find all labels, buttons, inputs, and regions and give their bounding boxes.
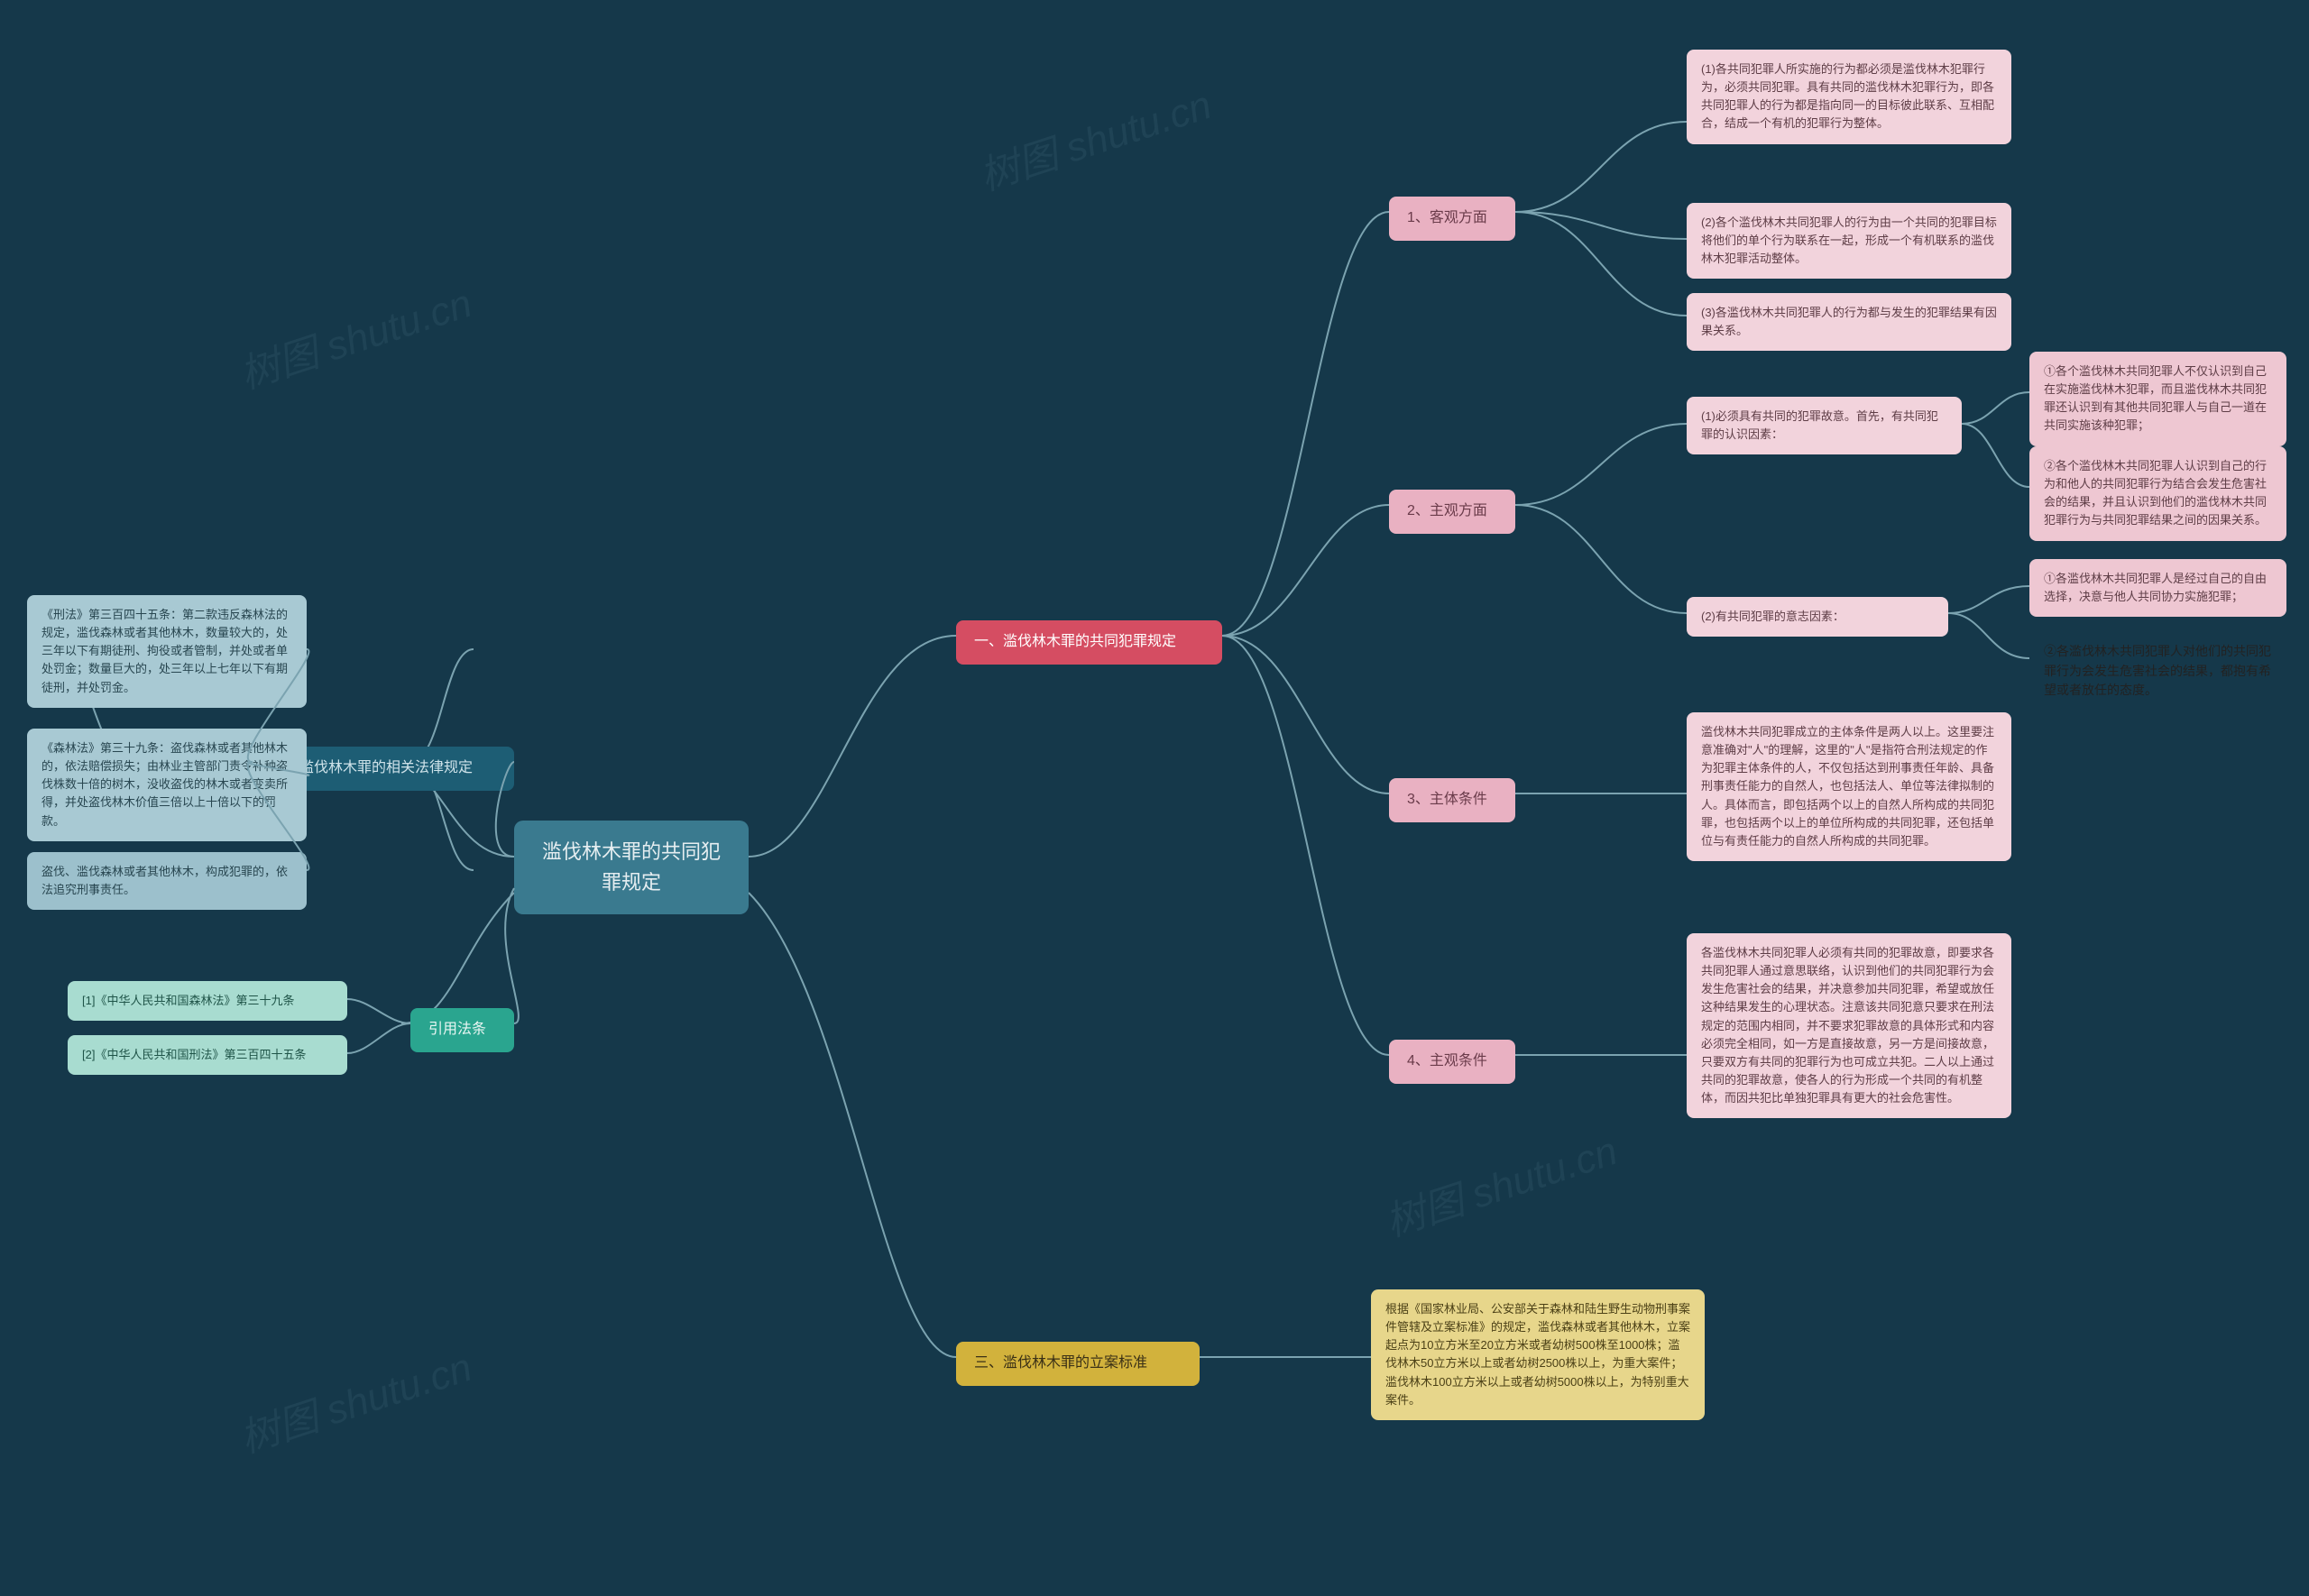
leaf-1-4-text: 各滥伐林木共同犯罪人必须有共同的犯罪故意，即要求各共同犯罪人通过意思联络，认识到… — [1701, 946, 1994, 1105]
leaf-1-3-text: 滥伐林木共同犯罪成立的主体条件是两人以上。这里要注意准确对"人"的理解，这里的"… — [1701, 725, 1994, 848]
leaf-2-b: 《森林法》第三十九条：盗伐森林或者其他林木的，依法赔偿损失；由林业主管部门责令补… — [27, 729, 307, 841]
node-1-2-title: 2、主观方面 — [1407, 503, 1487, 518]
leaf-1-2-a1: ①各个滥伐林木共同犯罪人不仅认识到自己在实施滥伐林木犯罪，而且滥伐林木共同犯罪还… — [2029, 352, 2286, 446]
leaf-2-a-text: 《刑法》第三百四十五条：第二款违反森林法的规定，滥伐森林或者其他林木，数量较大的… — [41, 608, 288, 694]
section-4-title: 引用法条 — [428, 1022, 486, 1037]
leaf-4-b-text: [2]《中华人民共和国刑法》第三百四十五条 — [82, 1048, 306, 1061]
leaf-1-1-b: (2)各个滥伐林木共同犯罪人的行为由一个共同的犯罪目标将他们的单个行为联系在一起… — [1687, 203, 2011, 279]
section-1-title: 一、滥伐林木罪的共同犯罪规定 — [974, 634, 1176, 649]
leaf-1-2-b2-text: ②各滥伐林木共同犯罪人对他们的共同犯罪行为会发生危害社会的结果，都抱有希望或者放… — [2044, 644, 2271, 697]
leaf-1-2-b: (2)有共同犯罪的意志因素： — [1687, 597, 1948, 637]
leaf-2-b-text: 《森林法》第三十九条：盗伐森林或者其他林木的，依法赔偿损失；由林业主管部门责令补… — [41, 741, 288, 828]
node-1-4-title: 4、主观条件 — [1407, 1053, 1487, 1069]
leaf-1-4: 各滥伐林木共同犯罪人必须有共同的犯罪故意，即要求各共同犯罪人通过意思联络，认识到… — [1687, 933, 2011, 1118]
leaf-1-2-a2: ②各个滥伐林木共同犯罪人认识到自己的行为和他人的共同犯罪行为结合会发生危害社会的… — [2029, 446, 2286, 541]
node-1-4: 4、主观条件 — [1389, 1040, 1515, 1084]
leaf-1-1-c-text: (3)各滥伐林木共同犯罪人的行为都与发生的犯罪结果有因果关系。 — [1701, 306, 1997, 337]
leaf-1-3: 滥伐林木共同犯罪成立的主体条件是两人以上。这里要注意准确对"人"的理解，这里的"… — [1687, 712, 2011, 861]
watermark: 树图 shutu.cn — [232, 271, 478, 399]
leaf-1-2-a-text: (1)必须具有共同的犯罪故意。首先，有共同犯罪的认识因素： — [1701, 409, 1938, 441]
node-1-1-title: 1、客观方面 — [1407, 210, 1487, 225]
watermark: 树图 shutu.cn — [971, 72, 1218, 201]
leaf-2-c-text: 盗伐、滥伐森林或者其他林木，构成犯罪的，依法追究刑事责任。 — [41, 865, 288, 896]
leaf-3: 根据《国家林业局、公安部关于森林和陆生野生动物刑事案件管辖及立案标准》的规定，滥… — [1371, 1289, 1705, 1420]
node-1-3-title: 3、主体条件 — [1407, 792, 1487, 807]
root-title: 滥伐林木罪的共同犯罪规定 — [542, 840, 721, 894]
leaf-1-2-b2: ②各滥伐林木共同犯罪人对他们的共同犯罪行为会发生危害社会的结果，都抱有希望或者放… — [2029, 631, 2286, 711]
leaf-3-text: 根据《国家林业局、公安部关于森林和陆生野生动物刑事案件管辖及立案标准》的规定，滥… — [1385, 1302, 1690, 1407]
leaf-2-a: 《刑法》第三百四十五条：第二款违反森林法的规定，滥伐森林或者其他林木，数量较大的… — [27, 595, 307, 708]
watermark: 树图 shutu.cn — [232, 1335, 478, 1463]
section-3-title: 三、滥伐林木罪的立案标准 — [974, 1355, 1147, 1371]
leaf-1-2-a1-text: ①各个滥伐林木共同犯罪人不仅认识到自己在实施滥伐林木犯罪，而且滥伐林木共同犯罪还… — [2044, 364, 2267, 432]
leaf-4-b: [2]《中华人民共和国刑法》第三百四十五条 — [68, 1035, 347, 1075]
root-node: 滥伐林木罪的共同犯罪规定 — [514, 821, 749, 914]
leaf-1-2-a2-text: ②各个滥伐林木共同犯罪人认识到自己的行为和他人的共同犯罪行为结合会发生危害社会的… — [2044, 459, 2267, 527]
leaf-1-2-b1-text: ①各滥伐林木共同犯罪人是经过自己的自由选择，决意与他人共同协力实施犯罪； — [2044, 572, 2267, 603]
section-1: 一、滥伐林木罪的共同犯罪规定 — [956, 620, 1222, 665]
node-1-2: 2、主观方面 — [1389, 490, 1515, 534]
node-1-3: 3、主体条件 — [1389, 778, 1515, 822]
leaf-1-1-c: (3)各滥伐林木共同犯罪人的行为都与发生的犯罪结果有因果关系。 — [1687, 293, 2011, 351]
section-3: 三、滥伐林木罪的立案标准 — [956, 1342, 1200, 1386]
leaf-1-1-a-text: (1)各共同犯罪人所实施的行为都必须是滥伐林木犯罪行为，必须共同犯罪。具有共同的… — [1701, 62, 1994, 130]
leaf-4-a: [1]《中华人民共和国森林法》第三十九条 — [68, 981, 347, 1021]
leaf-1-1-a: (1)各共同犯罪人所实施的行为都必须是滥伐林木犯罪行为，必须共同犯罪。具有共同的… — [1687, 50, 2011, 144]
node-1-1: 1、客观方面 — [1389, 197, 1515, 241]
leaf-1-2-a: (1)必须具有共同的犯罪故意。首先，有共同犯罪的认识因素： — [1687, 397, 1962, 454]
leaf-1-1-b-text: (2)各个滥伐林木共同犯罪人的行为由一个共同的犯罪目标将他们的单个行为联系在一起… — [1701, 216, 1997, 265]
leaf-1-2-b1: ①各滥伐林木共同犯罪人是经过自己的自由选择，决意与他人共同协力实施犯罪； — [2029, 559, 2286, 617]
leaf-1-2-b-text: (2)有共同犯罪的意志因素： — [1701, 610, 1844, 623]
section-4: 引用法条 — [410, 1008, 514, 1052]
leaf-2-c: 盗伐、滥伐森林或者其他林木，构成犯罪的，依法追究刑事责任。 — [27, 852, 307, 910]
leaf-4-a-text: [1]《中华人民共和国森林法》第三十九条 — [82, 994, 294, 1007]
watermark: 树图 shutu.cn — [1377, 1118, 1624, 1247]
